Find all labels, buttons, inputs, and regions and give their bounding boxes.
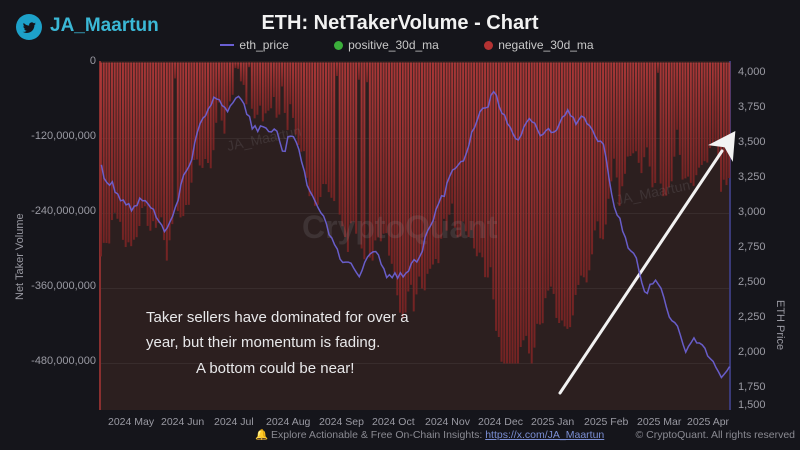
svg-text:CryptoQuant: CryptoQuant bbox=[302, 209, 498, 245]
